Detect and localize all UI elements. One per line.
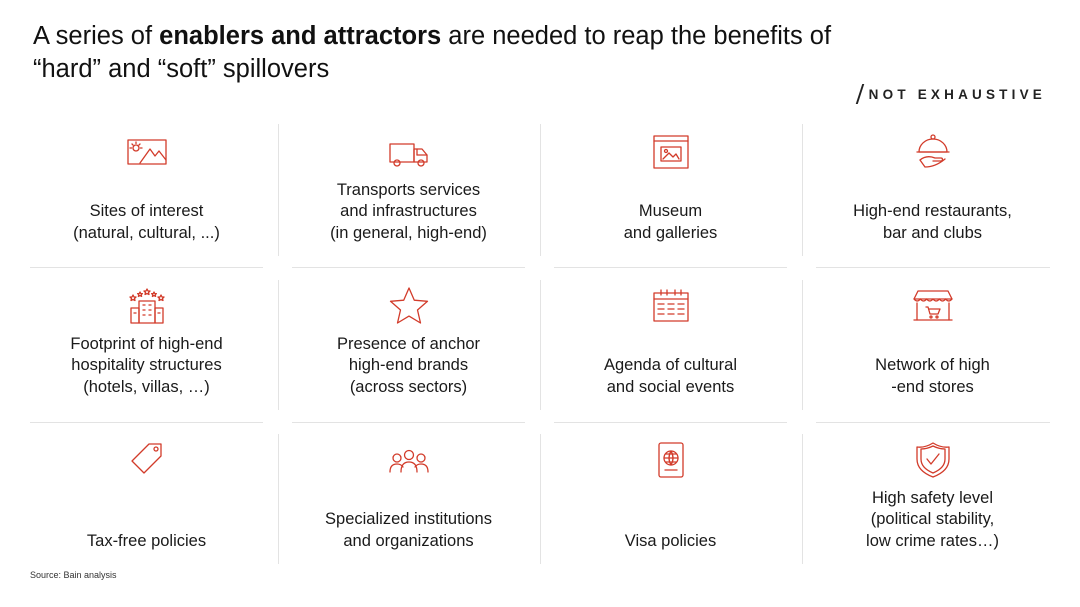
page-title: A series of enablers and attractors are …: [33, 20, 893, 86]
divider: [540, 124, 541, 256]
hotel-icon: [125, 286, 169, 326]
divider: [292, 267, 525, 268]
title-text-end: are needed to reap the benefits of “hard…: [33, 22, 832, 83]
cell-label: Network of high -end stores: [875, 356, 990, 396]
cell-visa: Visa policies: [554, 432, 787, 564]
cell-hospitality: Footprint of high-end hospitality struct…: [30, 278, 263, 410]
divider: [30, 422, 263, 423]
cell-label: High safety level (political stability, …: [866, 488, 999, 550]
divider: [802, 124, 803, 256]
divider: [802, 280, 803, 410]
divider: [554, 267, 787, 268]
cell-label: Agenda of cultural and social events: [603, 356, 737, 396]
cell-restaurants: High-end restaurants, bar and clubs: [816, 124, 1049, 256]
cell-label: Presence of anchor high-end brands (acro…: [336, 334, 481, 396]
cell-events-agenda: Agenda of cultural and social events: [554, 278, 787, 410]
enablers-grid: Sites of interest (natural, cultural, ..…: [30, 124, 1050, 564]
cloche-icon: [911, 132, 955, 172]
museum-icon: [649, 132, 693, 172]
star-icon: [387, 286, 431, 326]
cell-label: Footprint of high-end hospitality struct…: [70, 334, 223, 396]
divider: [816, 422, 1050, 423]
cell-label: Sites of interest (natural, cultural, ..…: [73, 202, 220, 242]
calendar-icon: [649, 286, 693, 326]
cell-institutions: Specialized institutions and organizatio…: [292, 432, 525, 564]
cell-label: Transports services and infrastructures …: [330, 180, 487, 242]
cell-anchor-brands: Presence of anchor high-end brands (acro…: [292, 278, 525, 410]
cell-stores-network: Network of high -end stores: [816, 278, 1049, 410]
slash-mark: [855, 84, 864, 104]
divider: [802, 434, 803, 564]
divider: [278, 124, 279, 256]
passport-icon: [649, 440, 693, 480]
cell-transports: Transports services and infrastructures …: [292, 124, 525, 256]
divider: [30, 267, 263, 268]
price-tag-icon: [125, 440, 169, 480]
tag-text: NOT EXHAUSTIVE: [868, 86, 1046, 102]
cell-label: Visa policies: [624, 531, 717, 550]
cell-label: Tax-free policies: [86, 531, 207, 550]
source-note: Source: Bain analysis: [30, 570, 117, 580]
truck-icon: [387, 132, 431, 172]
not-exhaustive-tag: NOT EXHAUSTIVE: [855, 84, 1046, 104]
divider: [278, 280, 279, 410]
divider: [292, 422, 525, 423]
cell-tax-free: Tax-free policies: [30, 432, 263, 564]
cell-sites-of-interest: Sites of interest (natural, cultural, ..…: [30, 124, 263, 256]
cell-safety: High safety level (political stability, …: [816, 432, 1049, 564]
title-text: A series of: [33, 22, 160, 50]
cell-label: High-end restaurants, bar and clubs: [853, 202, 1012, 242]
shield-check-icon: [911, 440, 955, 480]
cell-museum: Museum and galleries: [554, 124, 787, 256]
divider: [540, 280, 541, 410]
divider: [278, 434, 279, 564]
title-bold-text: enablers and attractors: [159, 22, 442, 50]
cell-label: Specialized institutions and organizatio…: [325, 510, 492, 550]
divider: [816, 267, 1050, 268]
divider: [554, 422, 787, 423]
divider: [540, 434, 541, 564]
cell-label: Museum and galleries: [623, 202, 718, 242]
store-icon: [911, 286, 955, 326]
landscape-icon: [125, 132, 169, 172]
people-icon: [387, 440, 431, 480]
